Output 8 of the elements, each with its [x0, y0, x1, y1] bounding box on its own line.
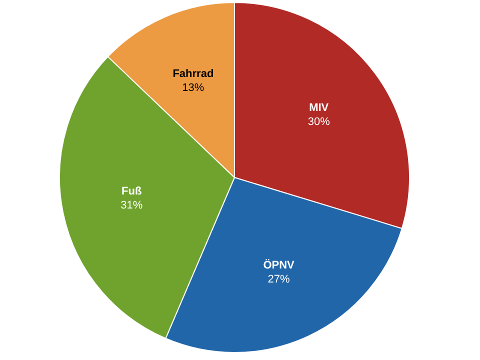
slice-label: Fuß — [122, 186, 142, 198]
slice-label: ÖPNV — [263, 258, 296, 272]
slice-label: Fahrrad — [172, 68, 214, 80]
data-label: 13% — [182, 82, 204, 94]
data-label: 31% — [120, 200, 143, 212]
slice-label: MIV — [309, 102, 330, 114]
data-label: 27% — [268, 274, 290, 286]
data-label: 30% — [308, 116, 330, 128]
